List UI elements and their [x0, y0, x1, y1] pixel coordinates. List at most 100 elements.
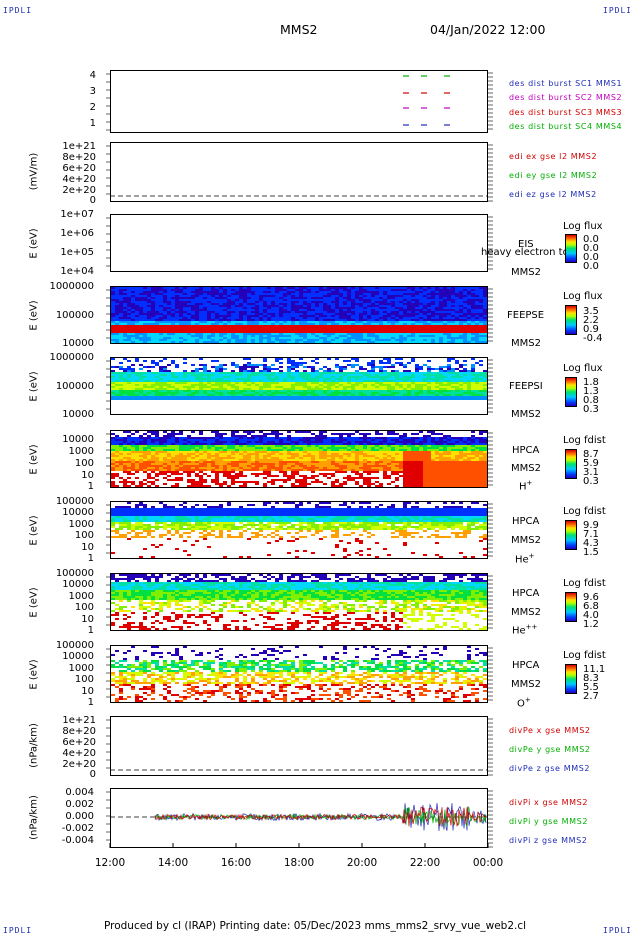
hpca-h-pixel [195, 469, 199, 471]
feepse-pixel [351, 335, 355, 337]
feepse-pixel [179, 305, 183, 307]
feepse-pixel [235, 303, 239, 305]
feepse-pixel [471, 309, 475, 311]
feepse-pixel [199, 329, 203, 331]
feepse-pixel [159, 305, 163, 307]
feepse-pixel [379, 293, 383, 295]
feepse-pixel [267, 327, 271, 329]
feepsi-pixel [427, 360, 431, 362]
feepsi-pixel [123, 376, 127, 378]
feepse-pixel [243, 299, 247, 301]
feepsi-pixel [163, 378, 167, 380]
feepse-pixel [139, 315, 143, 317]
feepse-pixel [419, 335, 423, 337]
feepse-pixel [459, 321, 463, 323]
feepse-pixel [455, 291, 459, 293]
feepse-pixel [183, 293, 187, 295]
feepse-pixel [287, 325, 291, 327]
feepse-pixel [375, 297, 379, 299]
feepse-pixel [123, 341, 127, 343]
feepse-pixel [455, 313, 459, 315]
feepse-pixel [183, 329, 187, 331]
hpca-h-pixel [119, 445, 123, 447]
feepse-pixel [139, 341, 143, 343]
hpca-h-pixel [119, 463, 123, 465]
feepse-pixel [219, 289, 223, 291]
feepsi-pixel [139, 380, 143, 382]
feepse-pixel [383, 309, 387, 311]
feepsi-pixel [243, 370, 247, 372]
feepse-pixel [111, 331, 115, 333]
feepsi-pixel [471, 364, 475, 366]
feepse-pixel [183, 311, 187, 313]
hpca-h-pixel [139, 469, 143, 471]
feepsi-pixel [163, 358, 167, 360]
feepse-pixel [379, 301, 383, 303]
feepsi-pixel [135, 390, 139, 392]
hpca-h-pixel [119, 439, 123, 441]
feepse-pixel [287, 339, 291, 341]
feepsi-pixel [223, 390, 227, 392]
feepsi-pixel [447, 384, 451, 386]
feepse-pixel [371, 317, 375, 319]
feepse-pixel [307, 307, 311, 309]
feepsi-pixel [299, 392, 303, 394]
feepse-pixel [335, 323, 339, 325]
feepsi-pixel [435, 396, 439, 398]
feepse-pixel [279, 327, 283, 329]
feepse-pixel [339, 297, 343, 299]
feepse-pixel [207, 327, 211, 329]
feepse-pixel [375, 337, 379, 339]
feepse-pixel [455, 335, 459, 337]
feepsi-pixel [427, 388, 431, 390]
feepsi-pixel [347, 388, 351, 390]
feepsi-pixel [119, 380, 123, 382]
hpca-h-pixel [175, 433, 179, 435]
feepsi-pixel [419, 374, 423, 376]
feepsi-pixel [267, 394, 271, 396]
feepse-pixel [191, 301, 195, 303]
feepsi-pixel [163, 372, 167, 374]
feepsi-pixel [199, 358, 203, 360]
feepsi-pixel [179, 378, 183, 380]
feepsi-pixel [259, 376, 263, 378]
feepse-pixel [387, 289, 391, 291]
feepsi-pixel [179, 374, 183, 376]
feepse-pixel [131, 309, 135, 311]
feepse-pixel [387, 327, 391, 329]
feepsi-pixel [467, 378, 471, 380]
feepsi-pixel [151, 394, 155, 396]
feepse-pixel [279, 289, 283, 291]
feepse-pixel [303, 301, 307, 303]
feepsi-pixel [131, 382, 135, 384]
feepsi-pixel [467, 398, 471, 400]
feepsi-pixel [459, 386, 463, 388]
feepse-pixel [331, 339, 335, 341]
feepse-pixel [427, 315, 431, 317]
feepse-pixel [303, 339, 307, 341]
hpca-h-pixel [147, 435, 151, 437]
feepse-pixel [151, 335, 155, 337]
feepse-pixel [363, 301, 367, 303]
feepse-pixel [311, 291, 315, 293]
feepse-pixel [471, 293, 475, 295]
feepsi-pixel [211, 386, 215, 388]
feepse-pixel [111, 307, 115, 309]
feepse-pixel [123, 293, 127, 295]
feepse-pixel [347, 307, 351, 309]
feepsi-pixel [247, 366, 251, 368]
feepsi-pixel [167, 382, 171, 384]
feepsi-pixel [175, 372, 179, 374]
feepse-pixel [143, 339, 147, 341]
feepsi-pixel [331, 394, 335, 396]
feepse-pixel [455, 341, 459, 343]
feepsi-pixel [475, 380, 479, 382]
feepse-pixel [187, 337, 191, 339]
feepsi-pixel [155, 392, 159, 394]
feepse-pixel [343, 309, 347, 311]
feepse-pixel [223, 299, 227, 301]
feepsi-pixel [247, 370, 251, 372]
feepse-pixel [323, 325, 327, 327]
feepsi-pixel [147, 380, 151, 382]
feepse-pixel [419, 305, 423, 307]
